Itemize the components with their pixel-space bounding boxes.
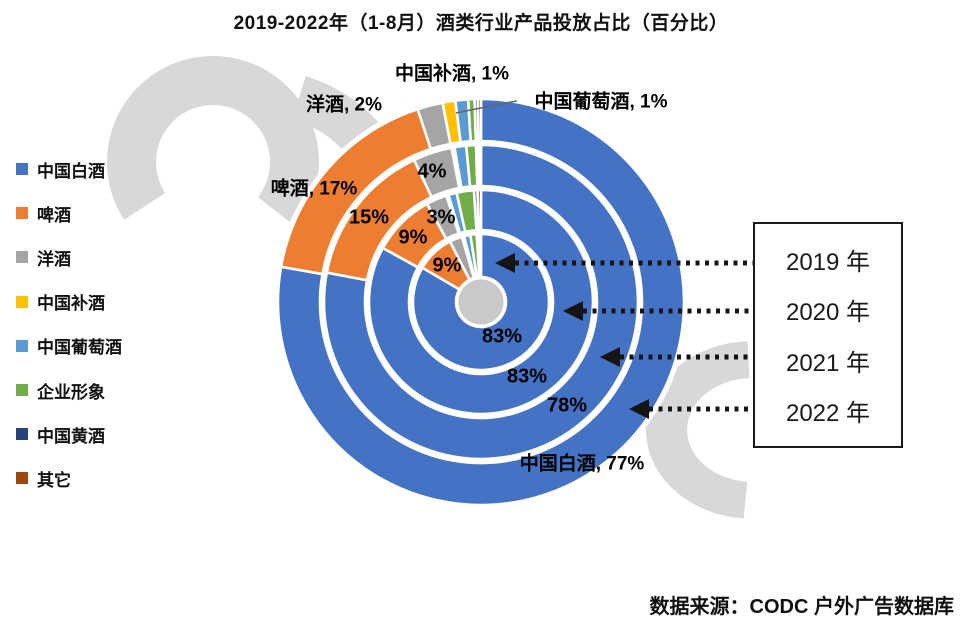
legend-label: 中国黄酒 [37,426,105,446]
year-row-2021: 2021 年 [785,349,871,377]
year-row-2022: 2022 年 [785,400,871,428]
legend-item-tonic-wine: 中国补酒 [16,280,122,324]
slice-2019-其它 [477,232,483,279]
legend-swatch-icon [16,428,28,441]
label-grape-wine-2022: 中国葡萄酒, 1% [534,91,668,113]
watermark-c-bottom-right [645,341,750,519]
year-arrows [495,253,753,419]
years-legend-box: 2019 年 2020 年 2021 年 2022 年 [753,222,903,448]
legend-label: 洋酒 [37,249,71,269]
label-beer-2021: 15% [348,206,390,229]
year-arrowhead-icon [495,253,515,273]
year-row-2020: 2020 年 [785,299,871,327]
legend-item-other: 其它 [16,456,122,500]
legend-item-yellow-wine: 中国黄酒 [16,412,122,456]
legend-item-beer: 啤酒 [16,191,122,235]
legend-label: 企业形象 [37,382,105,402]
data-source-note: 数据来源：CODC 户外广告数据库 [649,596,954,618]
donut-ring-2022 [276,97,686,507]
legend-label: 其它 [37,470,71,490]
label-foreign-liquor-2022: 洋酒, 2% [305,94,383,116]
legend-swatch-icon [16,163,28,176]
slice-2021-其它 [477,143,483,188]
watermark-c-top-left [107,56,320,228]
slice-2022-其它 [476,97,483,143]
legend: 中国白酒 啤酒 洋酒 中国补酒 中国葡萄酒 企业形象 中国黄酒 其它 [16,147,122,501]
legend-swatch-icon [16,472,28,485]
legend-label: 中国葡萄酒 [37,338,122,358]
donut-ring-2021 [322,143,640,461]
legend-item-corporate-image: 企业形象 [16,368,122,412]
watermark-c-fragment [292,76,380,154]
grape-wine-leader-line [455,100,518,114]
legend-swatch-icon [16,339,28,352]
year-arrowhead-icon [600,347,620,367]
slice-2021-中国白酒 [322,143,640,461]
label-tonic-wine-2022: 中国补酒, 1% [394,63,510,85]
legend-label: 中国补酒 [37,294,105,314]
legend-swatch-icon [16,251,28,264]
slice-2020-其它 [476,188,483,232]
legend-item-baijiu: 中国白酒 [16,147,122,191]
label-baijiu-2021: 78% [546,394,588,417]
slice-2020-中国白酒 [367,188,595,416]
page-title: 2019-2022年（1-8月）酒类行业产品投放占比（百分比） [233,13,729,34]
year-arrowhead-icon [629,399,649,419]
slice-2022-中国白酒 [276,97,686,507]
legend-label: 啤酒 [37,205,71,225]
legend-swatch-icon [16,295,28,308]
label-baijiu-2020: 83% [506,365,548,388]
label-foreign-liquor-2020: 3% [426,206,456,229]
label-beer-2019: 9% [432,254,462,277]
watermark-c-shapes [107,56,750,519]
legend-label: 中国白酒 [37,161,105,181]
legend-swatch-icon [16,384,28,397]
label-baijiu-2019: 83% [481,325,523,348]
label-foreign-liquor-2021: 4% [417,160,447,183]
label-beer-2020: 9% [398,226,428,249]
label-baijiu-2022: 中国白酒, 77% [519,453,645,475]
donut-ring-2020 [367,188,595,416]
label-beer-2022: 啤酒, 17% [270,178,358,200]
year-arrowhead-icon [563,301,583,321]
legend-item-grape-wine: 中国葡萄酒 [16,324,122,368]
legend-swatch-icon [16,207,28,220]
donut-center-hole [455,276,507,328]
year-row-2019: 2019 年 [785,248,871,276]
legend-item-foreign-liquor: 洋酒 [16,235,122,279]
